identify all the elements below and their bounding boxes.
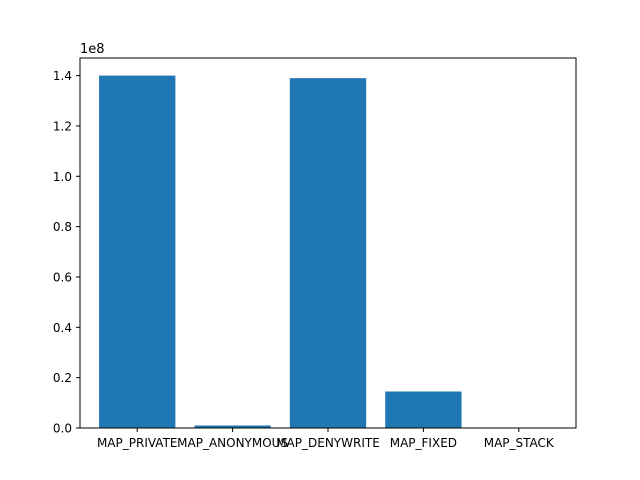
- bar-map-fixed: [385, 391, 462, 428]
- y-tick-label: 1.4: [53, 69, 72, 83]
- x-tick-label: MAP_PRIVATE: [97, 436, 178, 450]
- y-tick-label: 1.2: [53, 119, 72, 133]
- y-offset-label: 1e8: [80, 42, 105, 57]
- x-tick-label: MAP_DENYWRITE: [276, 436, 380, 450]
- bar-map-denywrite: [289, 78, 367, 429]
- y-tick-label: 0.6: [53, 270, 72, 284]
- x-tick-label: MAP_STACK: [484, 436, 555, 450]
- bars-layer: [99, 75, 462, 429]
- x-tick-label: MAP_ANONYMOUS: [177, 436, 288, 450]
- y-tick-label: 0.2: [53, 371, 72, 385]
- bar-map-private: [99, 75, 176, 428]
- y-tick-label: 0.8: [53, 220, 72, 234]
- y-tick-label: 1.0: [53, 170, 72, 184]
- plot-frame: [79, 57, 577, 429]
- bar-map-anonymous: [194, 425, 271, 428]
- y-tick-label: 0.0: [53, 422, 72, 436]
- x-tick-label: MAP_FIXED: [390, 436, 457, 450]
- y-tick-label: 0.4: [53, 321, 72, 335]
